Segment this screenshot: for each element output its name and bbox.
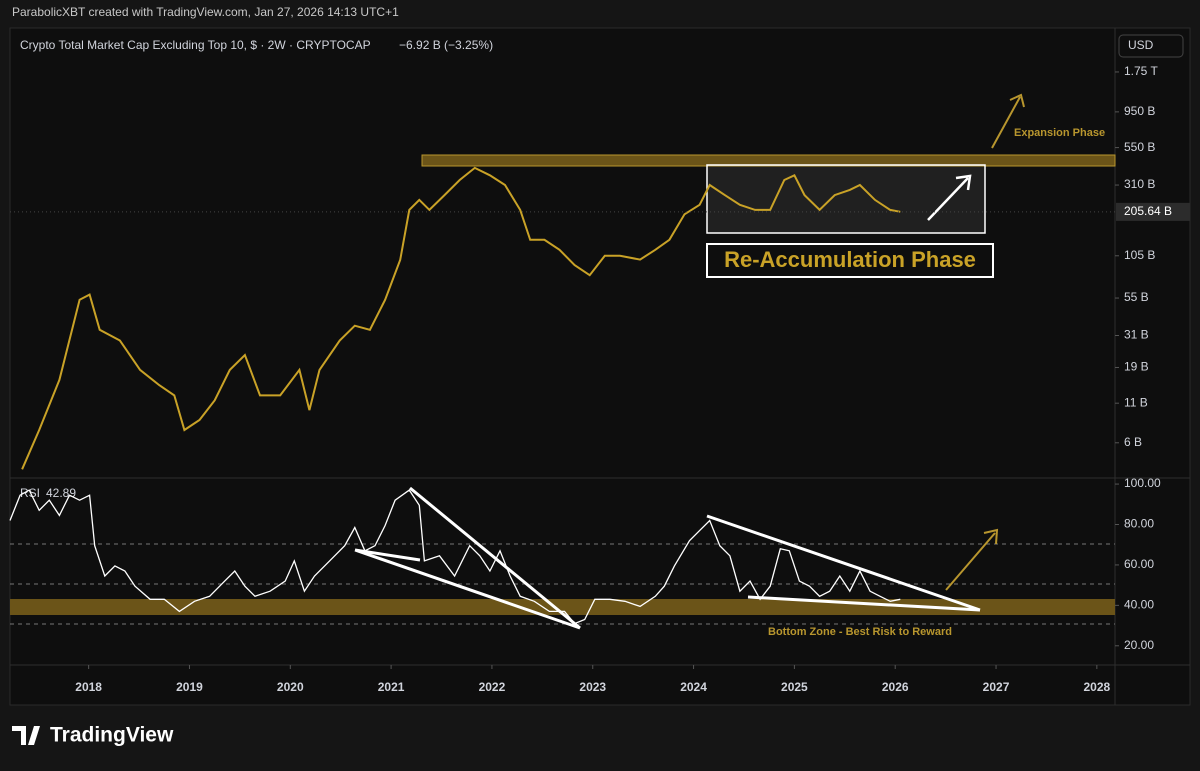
y-tick-label: 40.00 bbox=[1124, 598, 1154, 612]
x-tick-label: 2022 bbox=[479, 680, 506, 694]
overlays bbox=[354, 486, 999, 630]
logo: TradingView bbox=[12, 724, 174, 747]
marks: 1.75 T 950 B 550 B 310 B 105 B 55 B 31 B 19 B 11… bbox=[9, 64, 1190, 694]
annotation: Expansion Phase bbox=[1014, 127, 1105, 139]
y-tick-label: 55 B bbox=[1124, 290, 1149, 304]
y-tick-label: 31 B bbox=[1124, 328, 1149, 342]
price-change: −6.92 B (−3.25%) bbox=[399, 38, 493, 52]
resistance-zone bbox=[421, 154, 1116, 167]
y-tick-label: 100.00 bbox=[1124, 476, 1161, 490]
header: ParabolicXBT created with TradingView.co… bbox=[12, 5, 399, 19]
x-tick-label: 2028 bbox=[1084, 680, 1111, 694]
y-tick-label: 11 B bbox=[1124, 395, 1148, 409]
x-tick-label: 2019 bbox=[176, 680, 203, 694]
x-tick-label: 2025 bbox=[781, 680, 808, 694]
range-box bbox=[706, 164, 986, 234]
x-tick-label: 2018 bbox=[75, 680, 102, 694]
x-tick-label: 2024 bbox=[680, 680, 707, 694]
chart-panel bbox=[9, 27, 1191, 706]
x-tick-label: 2021 bbox=[378, 680, 405, 694]
x-tick-label: 2020 bbox=[277, 680, 304, 694]
y-tick-label: 19 B bbox=[1124, 360, 1149, 374]
arrow bbox=[945, 528, 999, 591]
annotation: Bottom Zone - Best Risk to Reward bbox=[768, 626, 952, 638]
line-series bbox=[21, 166, 901, 470]
chart-title: Crypto Total Market Cap Excluding Top 10… bbox=[20, 38, 371, 52]
y-tick-label: 105 B bbox=[1124, 248, 1155, 262]
x-tick-label: 2026 bbox=[882, 680, 909, 694]
x-tick-label: 2023 bbox=[579, 680, 606, 694]
y-tick-label: 6 B bbox=[1124, 435, 1142, 449]
y-tick-label: 1.75 T bbox=[1124, 64, 1158, 78]
y-tick-label: 310 B bbox=[1124, 177, 1155, 191]
currency-button[interactable] bbox=[1118, 34, 1184, 58]
trendline bbox=[354, 486, 581, 630]
annotation: Re-Accumulation Phase bbox=[724, 247, 976, 272]
arrow bbox=[991, 93, 1025, 149]
last-price-tag bbox=[1116, 202, 1190, 221]
line-series bbox=[9, 489, 901, 625]
currency[interactable]: USD bbox=[1128, 38, 1154, 52]
y-tick-label: 60.00 bbox=[1124, 557, 1154, 571]
y-tick-label: 20.00 bbox=[1124, 638, 1154, 652]
last-price-label: 205.64 B bbox=[1124, 204, 1172, 218]
y-tick-label: 80.00 bbox=[1124, 517, 1154, 531]
trendline bbox=[706, 514, 981, 612]
rsi-last-value: 42.89 bbox=[46, 486, 76, 500]
x-tick-label: 2027 bbox=[983, 680, 1010, 694]
logo-text: TradingView bbox=[50, 724, 174, 747]
arrow bbox=[927, 174, 972, 221]
label-box bbox=[706, 243, 994, 278]
y-tick-label: 950 B bbox=[1124, 104, 1155, 118]
y-tick-label: 550 B bbox=[1124, 140, 1155, 154]
logo-icon bbox=[12, 726, 40, 745]
